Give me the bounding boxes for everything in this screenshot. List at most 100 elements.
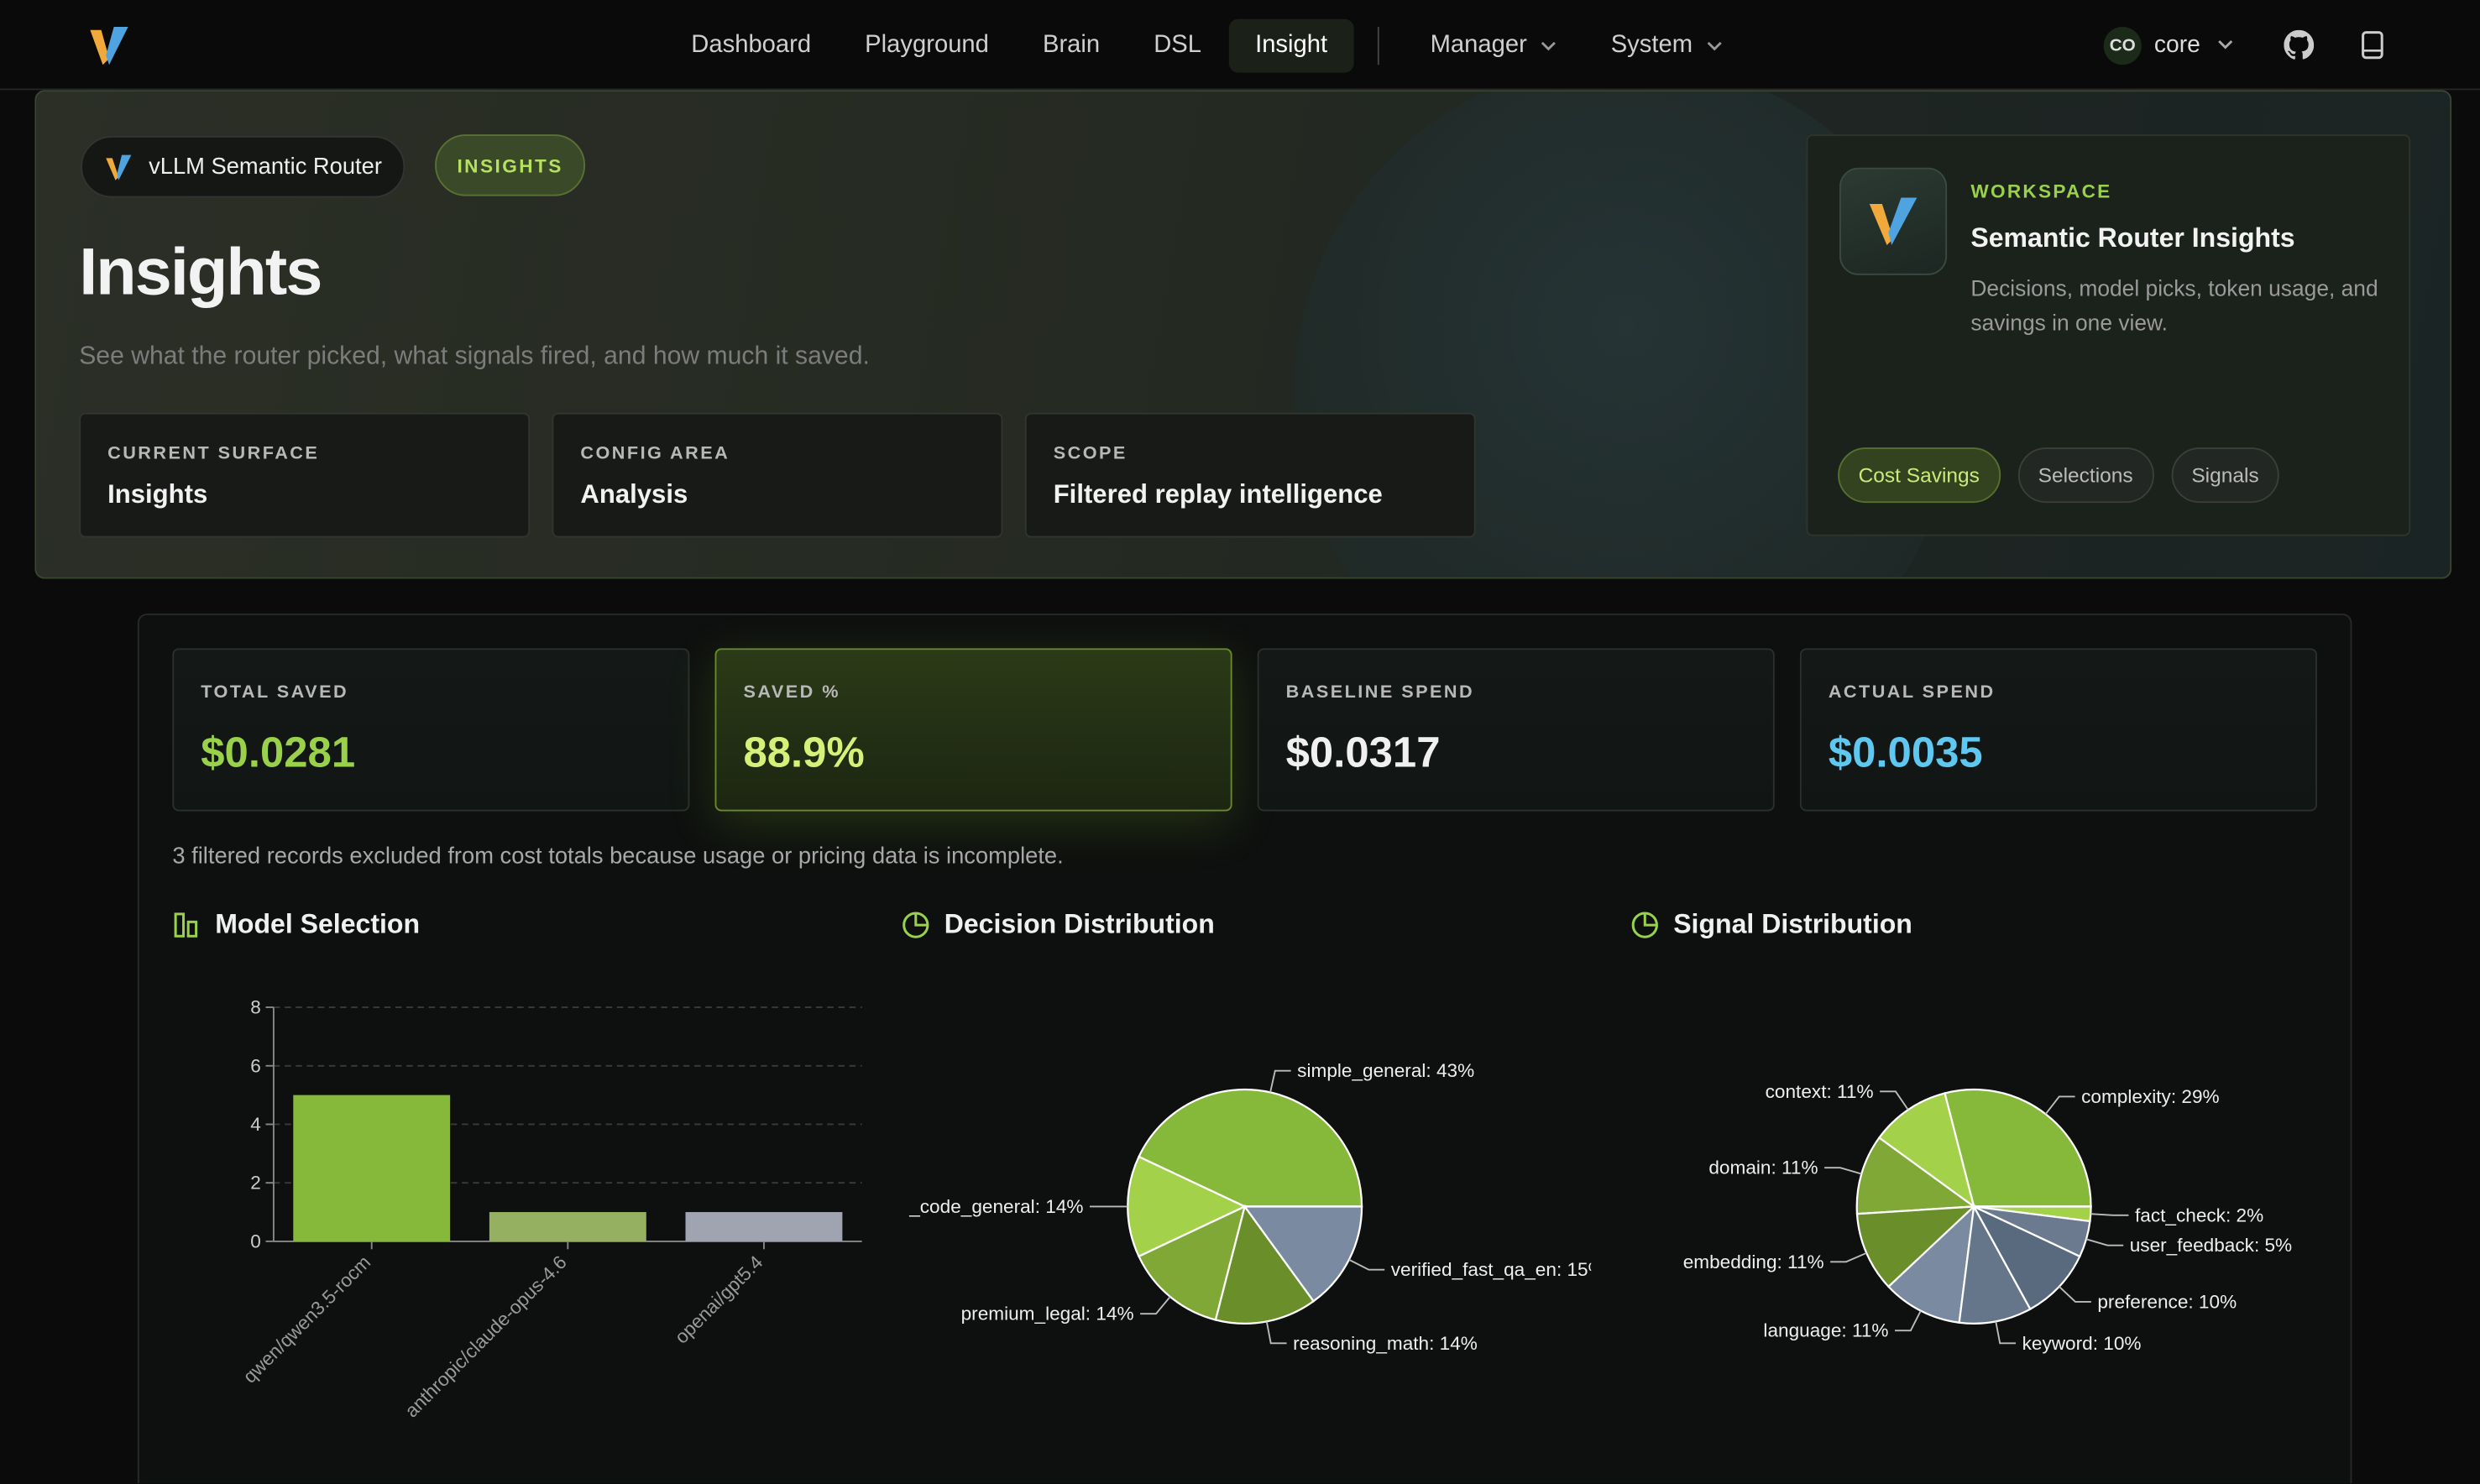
label-leader (1995, 1321, 2017, 1345)
x-tick-label: anthropic/claude-opus-4.6 (400, 1251, 570, 1421)
brand-pill: vLLM Semantic Router (81, 136, 406, 198)
workspace-panel: WORKSPACE Semantic Router Insights Decis… (1806, 134, 2411, 536)
slice-label: embedding: 11% (1683, 1251, 1824, 1272)
stat-card: BASELINE SPEND $0.0317 (1257, 648, 1775, 812)
chart: complexity: 29% context: 11% domain: 11% em… (1683, 1081, 2292, 1354)
info-card-value: Analysis (580, 480, 688, 509)
slice-label: preference: 10% (2097, 1291, 2237, 1312)
icon-part (174, 912, 186, 938)
stat-card: TOTAL SAVED $0.0281 (172, 648, 690, 812)
y-tick-label: 6 (250, 1055, 261, 1076)
stat-value: $0.0281 (201, 729, 356, 777)
info-card: CONFIG AREA Analysis (552, 412, 1003, 538)
x-tick-label: qwen/qwen3.5-rocm (239, 1251, 375, 1387)
label-leader (1895, 1310, 1922, 1332)
label-leader (1140, 1296, 1171, 1315)
label-leader (1348, 1258, 1385, 1271)
stat-label: SAVED % (743, 682, 840, 703)
nav-item[interactable]: System (1584, 18, 1750, 72)
section-tag: INSIGHTS (435, 134, 586, 196)
pie-slice (1138, 1204, 1247, 1321)
chart: simple_general: 43% _code_general: 14% pre… (908, 1060, 1591, 1354)
logo[interactable] (87, 24, 132, 68)
info-card: CURRENT SURFACE Insights (79, 412, 531, 538)
label-leader (1824, 1167, 1862, 1175)
workspace-name[interactable]: core (2153, 31, 2200, 59)
cost-note: 3 filtered records excluded from cost to… (172, 844, 1064, 870)
nav-item[interactable]: Insight (1228, 18, 1355, 72)
pie-slice (1877, 1092, 1976, 1210)
info-card: SCOPE Filtered replay intelligence (1024, 412, 1476, 538)
chevron (2218, 39, 2233, 50)
info-card-label: SCOPE (1053, 444, 1128, 463)
slice-label: keyword: 10% (2022, 1333, 2142, 1354)
page-title: Insights (79, 233, 322, 309)
slice-label: simple_general: 43% (1297, 1060, 1474, 1081)
label-leader (1269, 1069, 1291, 1093)
chart-icon (174, 912, 198, 938)
info-card-label: CURRENT SURFACE (107, 444, 320, 463)
y-tick-label: 0 (250, 1231, 261, 1251)
x-tick-label: openai/gpt5.4 (671, 1251, 767, 1348)
nav-label: Brain (1042, 30, 1101, 58)
pie-slice (1855, 1205, 1977, 1288)
chart-title: Signal Distribution (1673, 909, 1912, 940)
stat-card: ACTUAL SPEND $0.0035 (1799, 648, 2317, 812)
nav-label: DSL (1154, 30, 1202, 58)
slice-label: fact_check: 2% (2135, 1204, 2263, 1225)
github-icon[interactable] (2284, 29, 2315, 60)
workspace-tabs: Cost Savings Selections Signals (1838, 447, 2280, 504)
bar (685, 1212, 843, 1241)
nav-item[interactable]: Manager (1404, 18, 1584, 72)
page-subtitle: See what the router picked, what signals… (79, 342, 870, 370)
workspace-tab[interactable]: Selections (2017, 447, 2154, 504)
icon-part (914, 912, 928, 927)
info-card-label: CONFIG AREA (580, 444, 730, 463)
chart-title: Decision Distribution (944, 909, 1215, 940)
y-tick-label: 8 (250, 997, 261, 1018)
nav-item[interactable]: DSL (1127, 18, 1228, 72)
slice-label: complexity: 29% (2081, 1086, 2220, 1107)
label-leader (2090, 1213, 2129, 1216)
pie-slice (1243, 1205, 1363, 1303)
pie-slice (1974, 1205, 2092, 1223)
nav-separator (1378, 26, 1380, 65)
icon-part (1643, 912, 1657, 927)
pie-slice (1958, 1203, 2032, 1325)
stat-value: $0.0317 (1285, 729, 1441, 777)
info-card-value: Insights (107, 480, 208, 509)
pie-slice (1971, 1204, 2081, 1311)
nav-item[interactable]: Brain (1016, 18, 1127, 72)
slice-label: premium_legal: 14% (961, 1304, 1134, 1325)
nav-label: System (1610, 30, 1693, 58)
label-leader (1265, 1321, 1287, 1345)
pie-slice (1855, 1136, 1977, 1215)
slice-label: _code_general: 14% (908, 1196, 1083, 1217)
workspace-tab[interactable]: Cost Savings (1838, 447, 2001, 504)
nav-item[interactable]: Playground (838, 18, 1016, 72)
chart-icon (903, 912, 929, 938)
y-tick-label: 4 (250, 1114, 261, 1135)
workspace-logo (1839, 167, 1948, 275)
chart: 0 2 4 6 8 qwen/qwen3.5-rocm anthropic/claude-o… (239, 997, 862, 1422)
nav-item[interactable]: Dashboard (664, 18, 838, 72)
brand-name: vLLM Semantic Router (149, 154, 382, 180)
slice-label: verified_fast_qa_en: 15% (1391, 1259, 1591, 1280)
workspace-tab[interactable]: Signals (2170, 447, 2280, 504)
slice-label: language: 11% (1763, 1320, 1888, 1341)
label-leader (1830, 1251, 1867, 1263)
nav-label: Insight (1255, 30, 1328, 58)
label-leader (2085, 1238, 2124, 1246)
chevron-path (1541, 40, 1557, 50)
nav-label: Dashboard (691, 30, 812, 58)
bar (293, 1095, 451, 1241)
docs-icon[interactable] (2360, 30, 2385, 60)
stat-value: 88.9% (743, 729, 865, 777)
workspace-badge: CO (2103, 27, 2142, 65)
pie-slice (1138, 1088, 1363, 1208)
label-leader (2044, 1095, 2075, 1115)
slice-label: reasoning_math: 14% (1293, 1333, 1478, 1354)
label-leader (2059, 1286, 2091, 1303)
